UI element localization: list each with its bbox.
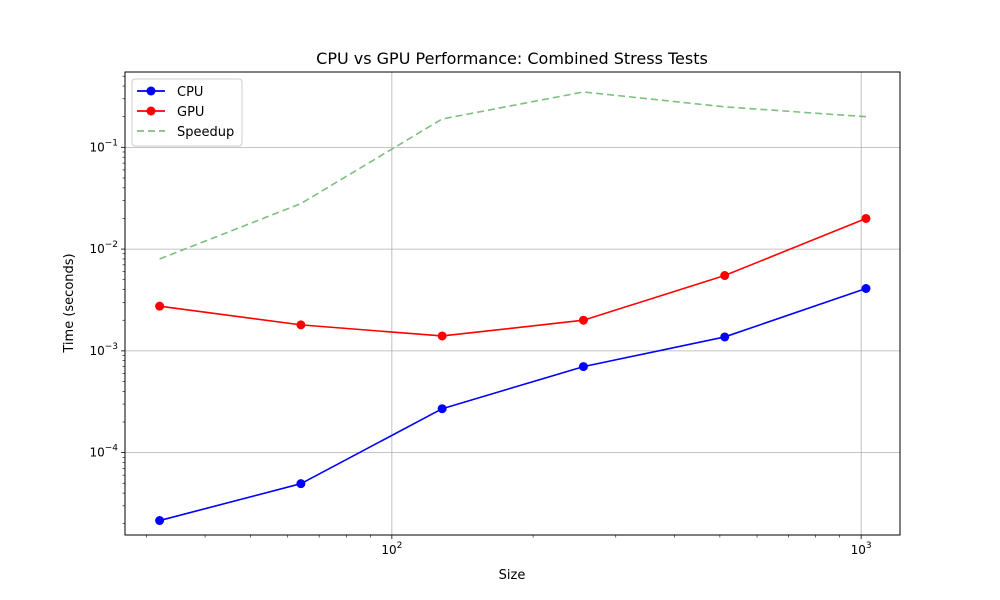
series-line-cpu (159, 287, 867, 522)
data-point-cpu (155, 516, 165, 526)
plot-area (122, 71, 901, 538)
axes-frame (124, 71, 901, 536)
x-axis-label: Size (499, 568, 526, 583)
legend-label-speedup: Speedup (177, 125, 234, 140)
chart-title: CPU vs GPU Performance: Combined Stress … (316, 49, 708, 68)
data-point-cpu (578, 362, 588, 372)
series-layer (155, 91, 871, 526)
data-point-gpu (861, 213, 871, 223)
data-point-cpu (720, 332, 730, 342)
x-tick-label: 102 (381, 541, 402, 557)
series-line-gpu (159, 217, 867, 337)
y-tick-label: 10−1 (89, 138, 118, 154)
data-point-gpu (296, 320, 306, 330)
series-line-speedup (159, 91, 867, 260)
data-point-cpu (437, 404, 447, 414)
y-axis-ticks: 10−4 10−3 10−2 10−1 (89, 138, 125, 460)
legend-box (131, 78, 243, 147)
legend-marker-gpu (146, 106, 156, 116)
y-tick-label: 10−2 (89, 240, 118, 256)
x-axis-ticks: 102 103 (381, 535, 872, 557)
legend-label-cpu: CPU (177, 85, 203, 100)
data-point-gpu (578, 315, 588, 325)
data-point-gpu (155, 301, 165, 311)
y-axis-label: Time (seconds) (62, 253, 77, 353)
data-point-cpu (296, 479, 306, 489)
data-point-gpu (720, 271, 730, 281)
data-point-gpu (437, 331, 447, 341)
data-point-cpu (861, 283, 871, 293)
y-tick-label: 10−3 (89, 342, 118, 358)
legend-marker-cpu (146, 86, 156, 96)
x-tick-label: 103 (851, 541, 872, 557)
legend: CPU GPU Speedup (131, 78, 243, 147)
legend-label-gpu: GPU (177, 105, 204, 120)
y-tick-label: 10−4 (89, 444, 118, 460)
